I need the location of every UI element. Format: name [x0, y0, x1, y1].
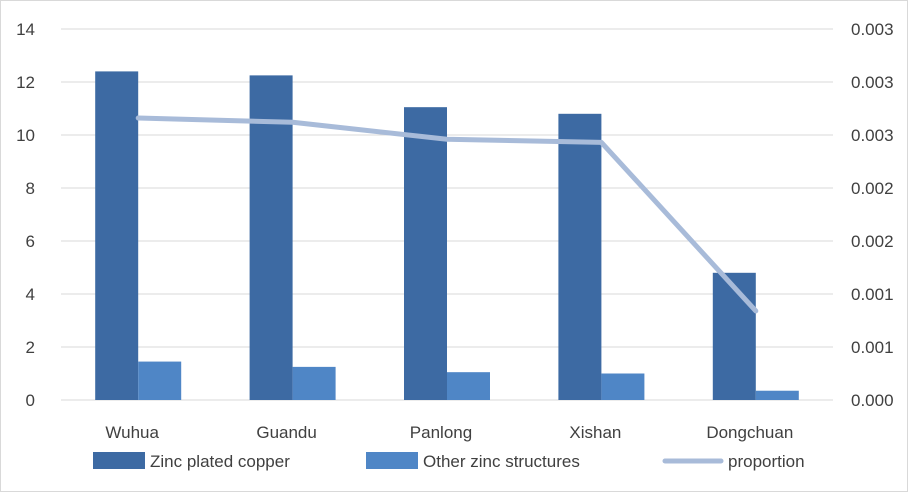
left-axis: 0 2 4 6 8 10 12 14	[16, 20, 35, 410]
right-tick-label: 0.003	[851, 73, 894, 92]
legend-label: proportion	[728, 452, 805, 471]
right-tick-label: 0.001	[851, 285, 894, 304]
left-tick-label: 8	[26, 179, 35, 198]
category-label: Panlong	[410, 423, 472, 442]
left-tick-label: 0	[26, 391, 35, 410]
legend-label: Other zinc structures	[423, 452, 580, 471]
bar-zinc-plated-copper	[404, 107, 447, 401]
bar-other-zinc-structures	[292, 366, 336, 400]
bar-series	[95, 71, 799, 401]
proportion-line	[135, 115, 759, 314]
right-tick-label: 0.002	[851, 232, 894, 251]
left-tick-label: 10	[16, 126, 35, 145]
left-tick-label: 12	[16, 73, 35, 92]
legend-swatch	[93, 452, 145, 469]
right-tick-label: 0.002	[851, 179, 894, 198]
left-tick-label: 2	[26, 338, 35, 357]
bar-other-zinc-structures	[447, 372, 490, 400]
category-label: Xishan	[569, 423, 621, 442]
right-tick-label: 0.001	[851, 338, 894, 357]
right-tick-label: 0.000	[851, 391, 894, 410]
right-tick-label: 0.003	[851, 20, 894, 39]
bar-zinc-plated-copper	[249, 75, 293, 400]
left-tick-label: 14	[16, 20, 35, 39]
category-labels: Wuhua Guandu Panlong Xishan Dongchuan	[105, 423, 793, 442]
bar-other-zinc-structures	[755, 390, 799, 400]
left-tick-label: 4	[26, 285, 35, 304]
category-label: Dongchuan	[706, 423, 793, 442]
legend: Zinc plated copper Other zinc structures p…	[93, 452, 805, 471]
legend-label: Zinc plated copper	[150, 452, 290, 471]
line-series	[135, 115, 759, 314]
category-label: Wuhua	[105, 423, 159, 442]
bar-other-zinc-structures	[138, 361, 182, 400]
right-tick-label: 0.003	[851, 126, 894, 145]
legend-swatch	[366, 452, 418, 469]
left-tick-label: 6	[26, 232, 35, 251]
category-label: Guandu	[256, 423, 317, 442]
bar-zinc-plated-copper	[712, 272, 756, 400]
bar-other-zinc-structures	[601, 373, 645, 400]
right-axis: 0.000 0.001 0.001 0.002 0.002 0.003 0.003 0.003	[851, 20, 894, 410]
bar-zinc-plated-copper	[558, 113, 602, 401]
bar-zinc-plated-copper	[95, 71, 139, 401]
